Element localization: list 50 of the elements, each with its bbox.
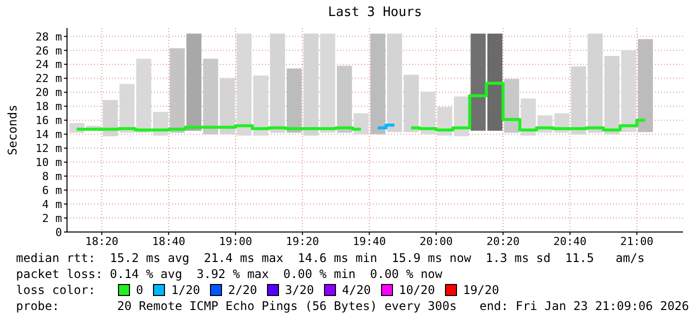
y-tick-label: 12 m [36, 142, 62, 156]
y-tick-label: 18 m [36, 100, 62, 114]
text: probe: 20 Remote ICMP Echo Pings (56 Bytes) every 300s [16, 298, 457, 314]
y-tick-label: 0 [55, 226, 62, 239]
x-tick-label: 20:00 [420, 234, 453, 248]
y-tick-label: 10 m [36, 156, 62, 170]
bar [638, 39, 653, 132]
legend-label: 10/20 [398, 282, 435, 298]
y-tick-label: 8 m [42, 170, 62, 184]
y-tick-label: 4 m [42, 198, 62, 211]
y-tick-label: 20 m [36, 86, 62, 100]
x-tick-label: 21:00 [620, 234, 654, 248]
legend-label: 3/20 [285, 282, 314, 298]
bar [504, 79, 520, 133]
bar [370, 34, 386, 134]
y-tick-label: 16 m [36, 114, 62, 128]
y-tick-label: 2 m [42, 212, 62, 225]
legend-label: 1/20 [171, 282, 200, 298]
text: end: Fri Jan 23 21:09:06 2026 [479, 298, 689, 314]
bar [387, 34, 402, 132]
chart-title: Last 3 Hours [327, 5, 423, 20]
x-tick-label: 19:20 [286, 234, 319, 248]
x-tick-label: 18:20 [85, 234, 118, 248]
x-tick-label: 20:40 [553, 234, 587, 248]
text: packet loss: 0.14 % avg 3.92 % max 0.00 % min 0.00 % now [16, 266, 444, 282]
bar [203, 58, 218, 134]
x-tick-label: 20:20 [486, 234, 520, 248]
legend-label: 2/20 [228, 282, 258, 298]
bar [286, 68, 302, 133]
y-tick-label: 14 m [36, 128, 62, 142]
y-tick-label: 6 m [42, 184, 62, 197]
legend-label: 19/20 [462, 282, 500, 298]
legend-label: 4/20 [342, 282, 371, 298]
bar [487, 34, 502, 131]
bar [354, 113, 369, 134]
bar [170, 48, 185, 133]
y-tick-label: 26 m [36, 44, 62, 58]
y-tick-label: 28 m [36, 30, 62, 44]
x-tick-label: 18:40 [152, 234, 186, 248]
x-tick-label: 19:00 [218, 234, 252, 248]
legend-label: 0 [136, 282, 144, 298]
bar [336, 66, 352, 133]
bar [186, 34, 202, 131]
text: median rtt: 15.2 ms avg 21.4 ms max 14.6 ms min 15.9 ms now 1.3 ms sd 11.5 am/s [16, 250, 646, 266]
y-tick-label: 22 m [36, 72, 62, 86]
y-axis-title: Seconds [5, 104, 20, 156]
y-tick-label: 24 m [36, 58, 62, 72]
x-tick-label: 19:40 [352, 234, 386, 248]
legend-title: loss color: [16, 282, 96, 298]
bar [470, 34, 486, 131]
